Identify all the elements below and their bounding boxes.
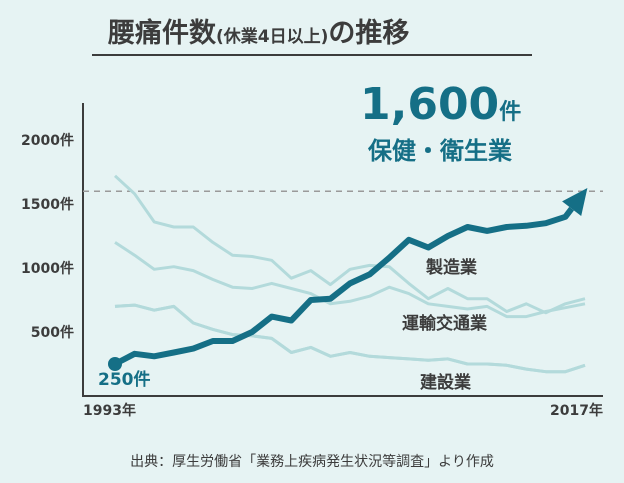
- series-line-2: [114, 241, 586, 319]
- x-tick-label-1993: 1993年: [83, 402, 136, 419]
- title-end: の推移: [328, 18, 409, 49]
- highlight-industry: 保健・衛生業: [367, 137, 512, 165]
- y-tick-label-1000: 1000件: [21, 260, 74, 277]
- highlight-start-point: [108, 357, 122, 371]
- series-label-manufacturing: 製造業: [425, 257, 477, 278]
- title-main: 腰痛件数: [107, 17, 217, 49]
- start-value-label: 250件: [98, 369, 151, 390]
- series-label-construction: 建設業: [420, 372, 471, 393]
- y-tick-label-500: 500件: [31, 324, 74, 341]
- series-line-highlight: [113, 206, 574, 367]
- highlight-unit: 件: [499, 100, 521, 125]
- highlight-value: 1,600件: [360, 79, 521, 130]
- page-title: 腰痛件数(休業4日以上)の推移: [107, 17, 409, 49]
- series-label-transport: 運輸交通業: [402, 313, 487, 334]
- series-group: [108, 174, 588, 374]
- source-note: 出典：厚生労働省「業務上疾病発生状況等調査」より作成: [130, 453, 494, 470]
- y-tick-label-2000: 2000件: [21, 132, 74, 149]
- y-tick-label-1500: 1500件: [21, 196, 74, 213]
- highlight-arrow-head: [562, 188, 588, 216]
- highlight-number: 1,600: [360, 79, 499, 130]
- series-line-4: [114, 303, 586, 374]
- x-tick-label-2017: 2017年: [550, 402, 603, 419]
- title-sub: (休業4日以上): [216, 26, 328, 47]
- series-line-1: [113, 174, 586, 315]
